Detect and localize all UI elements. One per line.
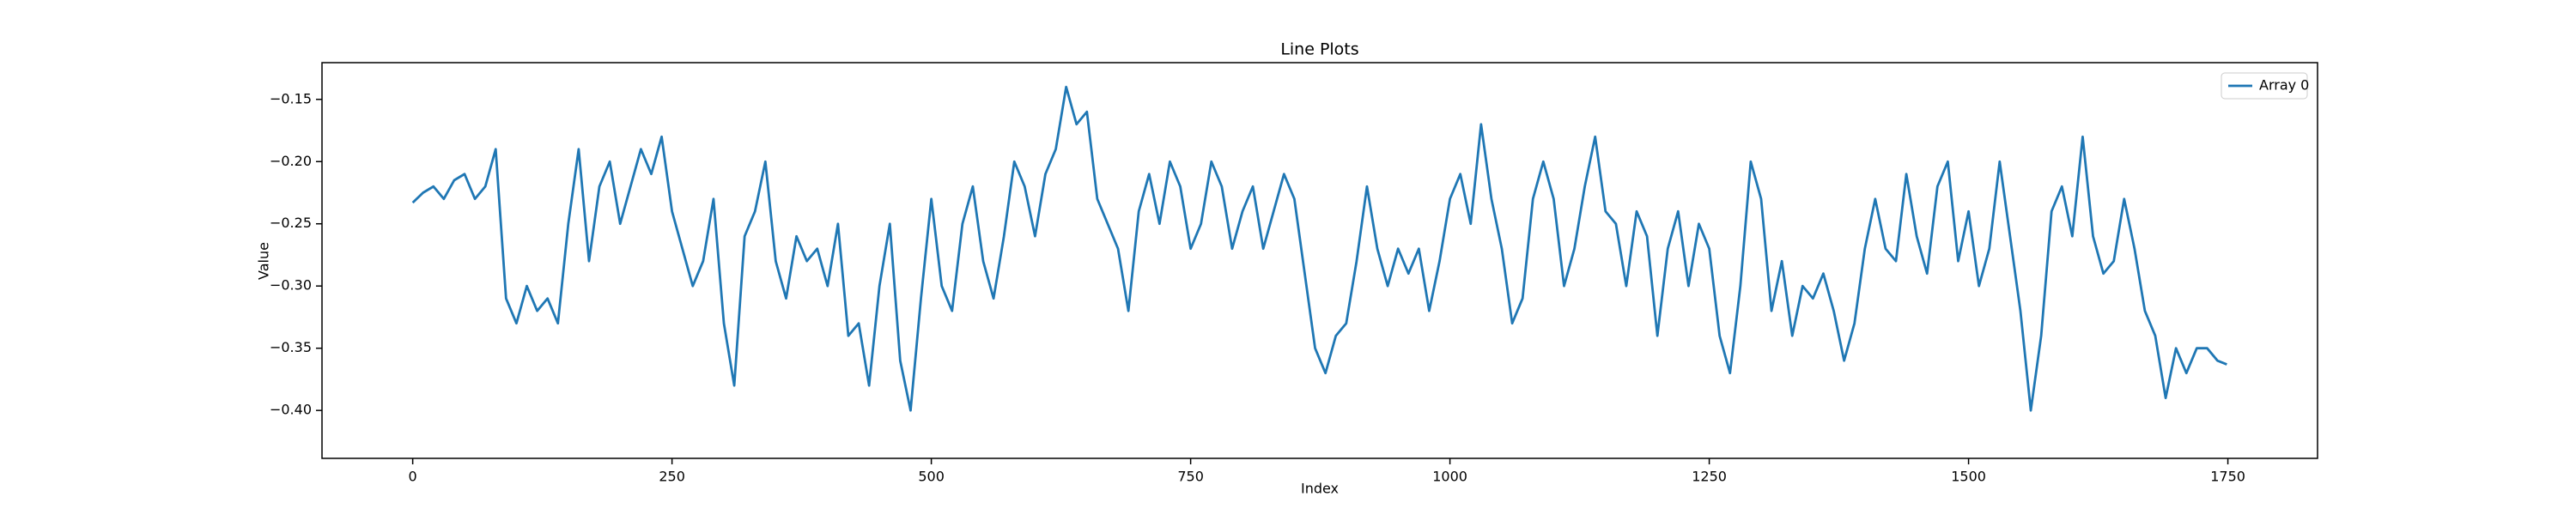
x-tick-label: 1000 bbox=[1432, 469, 1467, 485]
y-tick-label: −0.40 bbox=[270, 402, 312, 418]
x-tick-label: 750 bbox=[1177, 469, 1204, 485]
x-tick-label: 1250 bbox=[1692, 469, 1727, 485]
x-tick-label: 500 bbox=[918, 469, 945, 485]
legend-label: Array 0 bbox=[2259, 77, 2309, 94]
x-tick-label: 250 bbox=[659, 469, 685, 485]
x-tick-label: 1750 bbox=[2210, 469, 2245, 485]
chart-title: Line Plots bbox=[1280, 40, 1358, 59]
line bbox=[411, 85, 2227, 412]
plot-frame bbox=[321, 62, 2318, 459]
y-tick-label: −0.30 bbox=[270, 277, 312, 294]
y-tick-label: −0.35 bbox=[270, 339, 312, 355]
y-tick-label: −0.15 bbox=[270, 90, 312, 106]
y-tick-label: −0.25 bbox=[270, 215, 312, 231]
y-axis-label: Value bbox=[256, 242, 272, 280]
legend-box bbox=[2221, 72, 2308, 100]
y-tick-label: −0.20 bbox=[270, 153, 312, 169]
x-axis-label: Index bbox=[1301, 481, 1339, 497]
x-tick-label: 0 bbox=[409, 469, 417, 485]
x-tick-label: 1500 bbox=[1951, 469, 1986, 485]
